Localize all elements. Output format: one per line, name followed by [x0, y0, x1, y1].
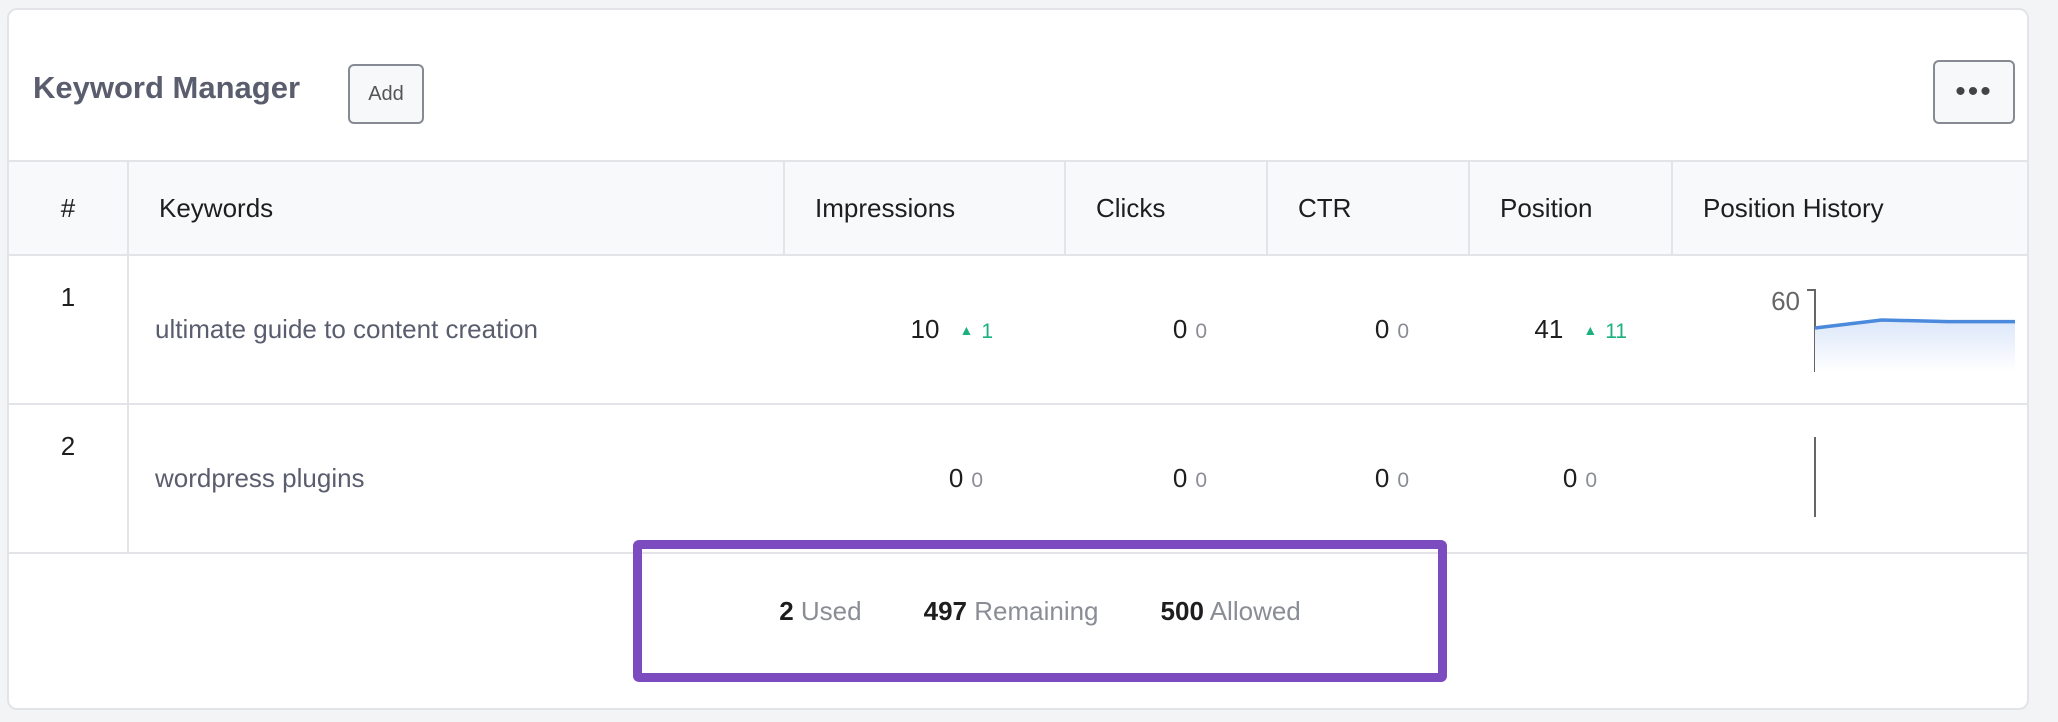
keyword-link[interactable]: wordpress plugins: [128, 403, 784, 554]
position-value: 0: [1562, 463, 1578, 493]
clicks-change: 0: [1195, 469, 1207, 492]
keyword-manager-card: Keyword Manager Add ••• # Keywords Impre…: [7, 8, 2029, 710]
arrow-up-icon: ▲: [1583, 322, 1598, 338]
more-options-button[interactable]: •••: [1933, 60, 2015, 124]
column-header-keywords[interactable]: Keywords: [127, 160, 785, 256]
remaining-count: 497 Remaining: [923, 595, 1099, 626]
position-cell: 41 ▲ 11: [1469, 254, 1672, 405]
used-count: 2 Used: [779, 595, 862, 626]
position-history-cell: [1672, 403, 2027, 554]
page-title: Keyword Manager: [33, 70, 301, 105]
ctr-value: 0: [1374, 314, 1390, 344]
ellipsis-icon: •••: [1955, 75, 1993, 108]
position-history-sparkline: 60: [1771, 286, 2015, 372]
impressions-value: 0: [948, 463, 964, 493]
y-axis: [1807, 289, 1816, 372]
position-value: 41: [1534, 314, 1564, 344]
table-header-row: # Keywords Impressions Clicks CTR Positi…: [9, 160, 2027, 256]
row-number: 1: [9, 254, 129, 405]
table-row: 1 ultimate guide to content creation 10 ▲…: [9, 254, 2027, 405]
impressions-value: 10: [910, 314, 940, 344]
sparkline-area: [1815, 320, 2015, 372]
clicks-value: 0: [1172, 463, 1188, 493]
row-number: 2: [9, 403, 129, 554]
keyword-usage-summary: 2 Used 497 Remaining 500 Allowed: [633, 540, 1447, 682]
ctr-change: 0: [1397, 469, 1409, 492]
column-header-ctr[interactable]: CTR: [1266, 160, 1470, 256]
impressions-change: 0: [971, 469, 983, 492]
column-header-impressions[interactable]: Impressions: [783, 160, 1066, 256]
ctr-change: 0: [1397, 320, 1409, 343]
position-change: 0: [1585, 469, 1597, 492]
add-keyword-button[interactable]: Add: [348, 64, 424, 124]
arrow-up-icon: ▲: [959, 322, 974, 338]
ctr-value: 0: [1374, 463, 1390, 493]
keywords-table: # Keywords Impressions Clicks CTR Positi…: [9, 160, 2027, 554]
position-history-sparkline: [1814, 437, 1816, 517]
impressions-change: 1: [981, 320, 993, 343]
sparkline-line: [1814, 318, 2015, 330]
position-change: 11: [1605, 320, 1627, 343]
column-header-number: #: [9, 160, 129, 256]
allowed-count: 500 Allowed: [1160, 595, 1301, 626]
position-history-cell: 60: [1672, 254, 2027, 405]
column-header-position[interactable]: Position: [1468, 160, 1673, 256]
column-header-position-history: Position History: [1671, 160, 2027, 256]
column-header-clicks[interactable]: Clicks: [1064, 160, 1268, 256]
keyword-link[interactable]: ultimate guide to content creation: [128, 254, 784, 405]
clicks-change: 0: [1195, 320, 1207, 343]
clicks-value: 0: [1172, 314, 1188, 344]
impressions-cell: 10 ▲ 1: [784, 254, 1065, 405]
y-axis-tick-label: 60: [1771, 286, 1800, 316]
